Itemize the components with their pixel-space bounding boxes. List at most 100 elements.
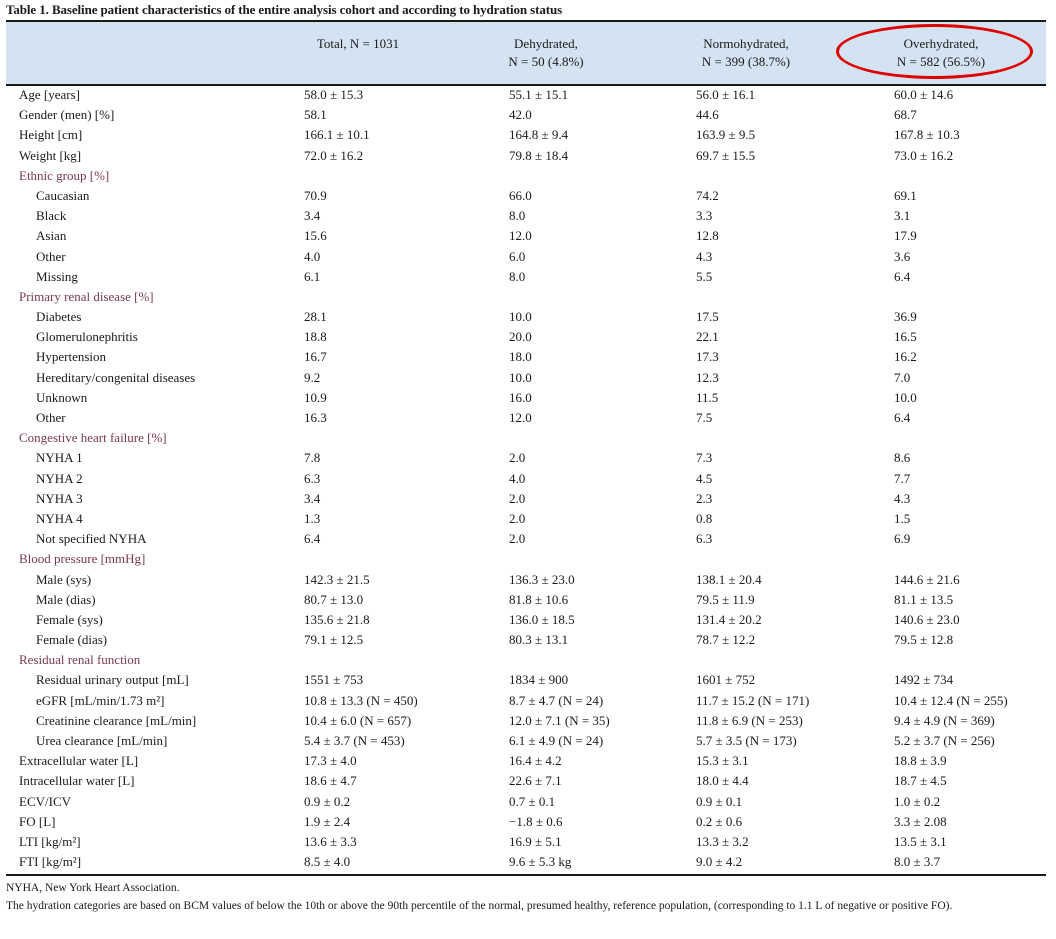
table-group-header: Residual renal function [6, 650, 1046, 670]
cell-normohydrated: 18.0 ± 4.4 [696, 773, 749, 789]
row-label: Blood pressure [mmHg] [19, 551, 146, 567]
cell-normohydrated: 12.3 [696, 369, 719, 385]
cell-overhydrated: 6.4 [894, 268, 911, 284]
cell-normohydrated: 17.3 [696, 349, 719, 365]
table-row: ECV/ICV 0.9 ± 0.2 0.7 ± 0.1 0.9 ± 0.1 1.0 ± … [6, 792, 1046, 812]
cell-total: 17.3 ± 4.0 [304, 753, 357, 769]
cell-normohydrated: 4.5 [696, 470, 713, 486]
table-row: NYHA 1 7.8 2.0 7.3 8.6 [6, 448, 1046, 468]
cell-overhydrated: 17.9 [894, 228, 917, 244]
row-label: Hypertension [36, 349, 107, 365]
cell-dehydrated: 0.7 ± 0.1 [509, 793, 556, 809]
cell-normohydrated: 11.7 ± 15.2 (N = 171) [696, 692, 810, 708]
table-caption: Table 1. Baseline patient characteristic… [6, 2, 563, 17]
header-overhydrated-line2: N = 582 (56.5%) [896, 54, 986, 69]
cell-normohydrated: 7.5 [696, 410, 713, 425]
header-dehydrated-line1: Dehydrated, [514, 36, 578, 51]
cell-normohydrated: 69.7 ± 15.5 [696, 147, 756, 163]
table-body: Age [years] 58.0 ± 15.3 55.1 ± 15.1 56.0 ± … [6, 85, 1046, 872]
footnote-hydration: The hydration categories are based on BC… [6, 900, 953, 912]
cell-dehydrated: 81.8 ± 10.6 [509, 591, 569, 607]
cell-dehydrated: 18.0 [509, 349, 532, 365]
cell-total: 58.1 [304, 107, 327, 123]
cell-dehydrated: 1834 ± 900 [509, 672, 569, 688]
cell-overhydrated: 60.0 ± 14.6 [894, 87, 954, 102]
cell-normohydrated: 1601 ± 752 [696, 672, 756, 688]
row-label: Height [cm] [19, 127, 83, 143]
cell-dehydrated: 12.0 [509, 228, 532, 244]
row-label: Urea clearance [mL/min] [36, 733, 168, 748]
table-row: Creatinine clearance [mL/min] 10.4 ± 6.0 … [6, 711, 1046, 731]
cell-dehydrated: 55.1 ± 15.1 [509, 87, 569, 102]
row-label: Age [years] [19, 87, 80, 102]
cell-dehydrated: 2.0 [509, 490, 526, 506]
cell-total: 16.7 [304, 349, 327, 365]
table-row: Height [cm] 166.1 ± 10.1 164.8 ± 9.4 163.9 … [6, 125, 1046, 145]
cell-dehydrated: 16.9 ± 5.1 [509, 833, 562, 849]
header-normohydrated-line1: Normohydrated, [703, 36, 789, 51]
cell-normohydrated: 12.8 [696, 228, 719, 244]
table-row: LTI [kg/m²] 13.6 ± 3.3 16.9 ± 5.1 13.3 ± 3.… [6, 832, 1046, 852]
cell-normohydrated: 3.3 [696, 208, 713, 224]
cell-dehydrated: 2.0 [509, 531, 526, 547]
cell-total: 135.6 ± 21.8 [304, 611, 370, 627]
cell-normohydrated: 79.5 ± 11.9 [696, 591, 755, 607]
cell-overhydrated: 6.4 [894, 410, 911, 425]
header-normohydrated-line2: N = 399 (38.7%) [701, 54, 791, 69]
header-total-line1: Total, N = 1031 [316, 36, 400, 51]
cell-overhydrated: 69.1 [894, 187, 917, 203]
cell-dehydrated: 42.0 [509, 107, 532, 123]
cell-dehydrated: 8.0 [509, 268, 526, 284]
row-label: Female (dias) [36, 632, 108, 648]
cell-overhydrated: 16.5 [894, 329, 917, 345]
row-label: eGFR [mL/min/1.73 m²] [36, 692, 165, 708]
cell-normohydrated: 5.5 [696, 268, 713, 284]
cell-normohydrated: 163.9 ± 9.5 [696, 127, 756, 143]
cell-overhydrated: 1.5 [894, 510, 911, 526]
cell-total: 4.0 [304, 248, 321, 264]
cell-total: 80.7 ± 13.0 [304, 591, 364, 607]
cell-overhydrated: 3.6 [894, 248, 911, 264]
row-label: Other [36, 410, 66, 425]
cell-total: 5.4 ± 3.7 (N = 453) [304, 733, 405, 748]
cell-normohydrated: 15.3 ± 3.1 [696, 753, 749, 769]
row-label: Residual urinary output [mL] [36, 672, 189, 688]
cell-normohydrated: 22.1 [696, 329, 719, 345]
row-label: ECV/ICV [19, 793, 71, 809]
row-label: Intracellular water [L] [19, 773, 135, 789]
cell-overhydrated: 36.9 [894, 309, 917, 325]
row-label: Diabetes [36, 309, 82, 325]
cell-total: 142.3 ± 21.5 [304, 571, 370, 587]
cell-normohydrated: 4.3 [696, 248, 713, 264]
cell-overhydrated: 3.3 ± 2.08 [894, 813, 947, 829]
cell-overhydrated: 10.0 [894, 389, 917, 405]
row-label: Caucasian [36, 187, 90, 203]
cell-normohydrated: 0.8 [696, 510, 713, 526]
cell-total: 6.1 [304, 268, 321, 284]
cell-dehydrated: 6.1 ± 4.9 (N = 24) [509, 733, 604, 748]
row-label: Black [36, 208, 67, 224]
table-row: Hypertension 16.7 18.0 17.3 16.2 [6, 347, 1046, 367]
row-label: Creatinine clearance [mL/min] [36, 712, 197, 728]
cell-overhydrated: 144.6 ± 21.6 [894, 571, 960, 587]
table-row: Female (sys) 135.6 ± 21.8 136.0 ± 18.5 131.… [6, 610, 1046, 630]
row-label: Glomerulonephritis [36, 329, 138, 345]
table-row: Not specified NYHA 6.4 2.0 6.3 6.9 [6, 529, 1046, 549]
cell-total: 1.9 ± 2.4 [304, 813, 351, 829]
cell-overhydrated: 7.7 [894, 470, 911, 486]
header-dehydrated-line2: N = 50 (4.8%) [508, 54, 584, 69]
row-label: Ethnic group [%] [19, 167, 110, 183]
row-label: Hereditary/congenital diseases [36, 369, 196, 385]
cell-total: 6.3 [304, 470, 321, 486]
row-label: Asian [36, 228, 67, 244]
row-label: Residual renal function [19, 652, 141, 668]
table-row: NYHA 3 3.4 2.0 2.3 4.3 [6, 489, 1046, 509]
cell-total: 6.4 [304, 531, 321, 547]
table-row: Missing 6.1 8.0 5.5 6.4 [6, 267, 1046, 287]
row-label: Male (sys) [36, 571, 92, 587]
row-label: FO [L] [19, 813, 56, 829]
row-label: Weight [kg] [19, 147, 82, 163]
table-row: NYHA 4 1.3 2.0 0.8 1.5 [6, 509, 1046, 529]
table-row: Male (dias) 80.7 ± 13.0 81.8 ± 10.6 79.5 ± … [6, 590, 1046, 610]
row-label: Not specified NYHA [36, 531, 147, 547]
